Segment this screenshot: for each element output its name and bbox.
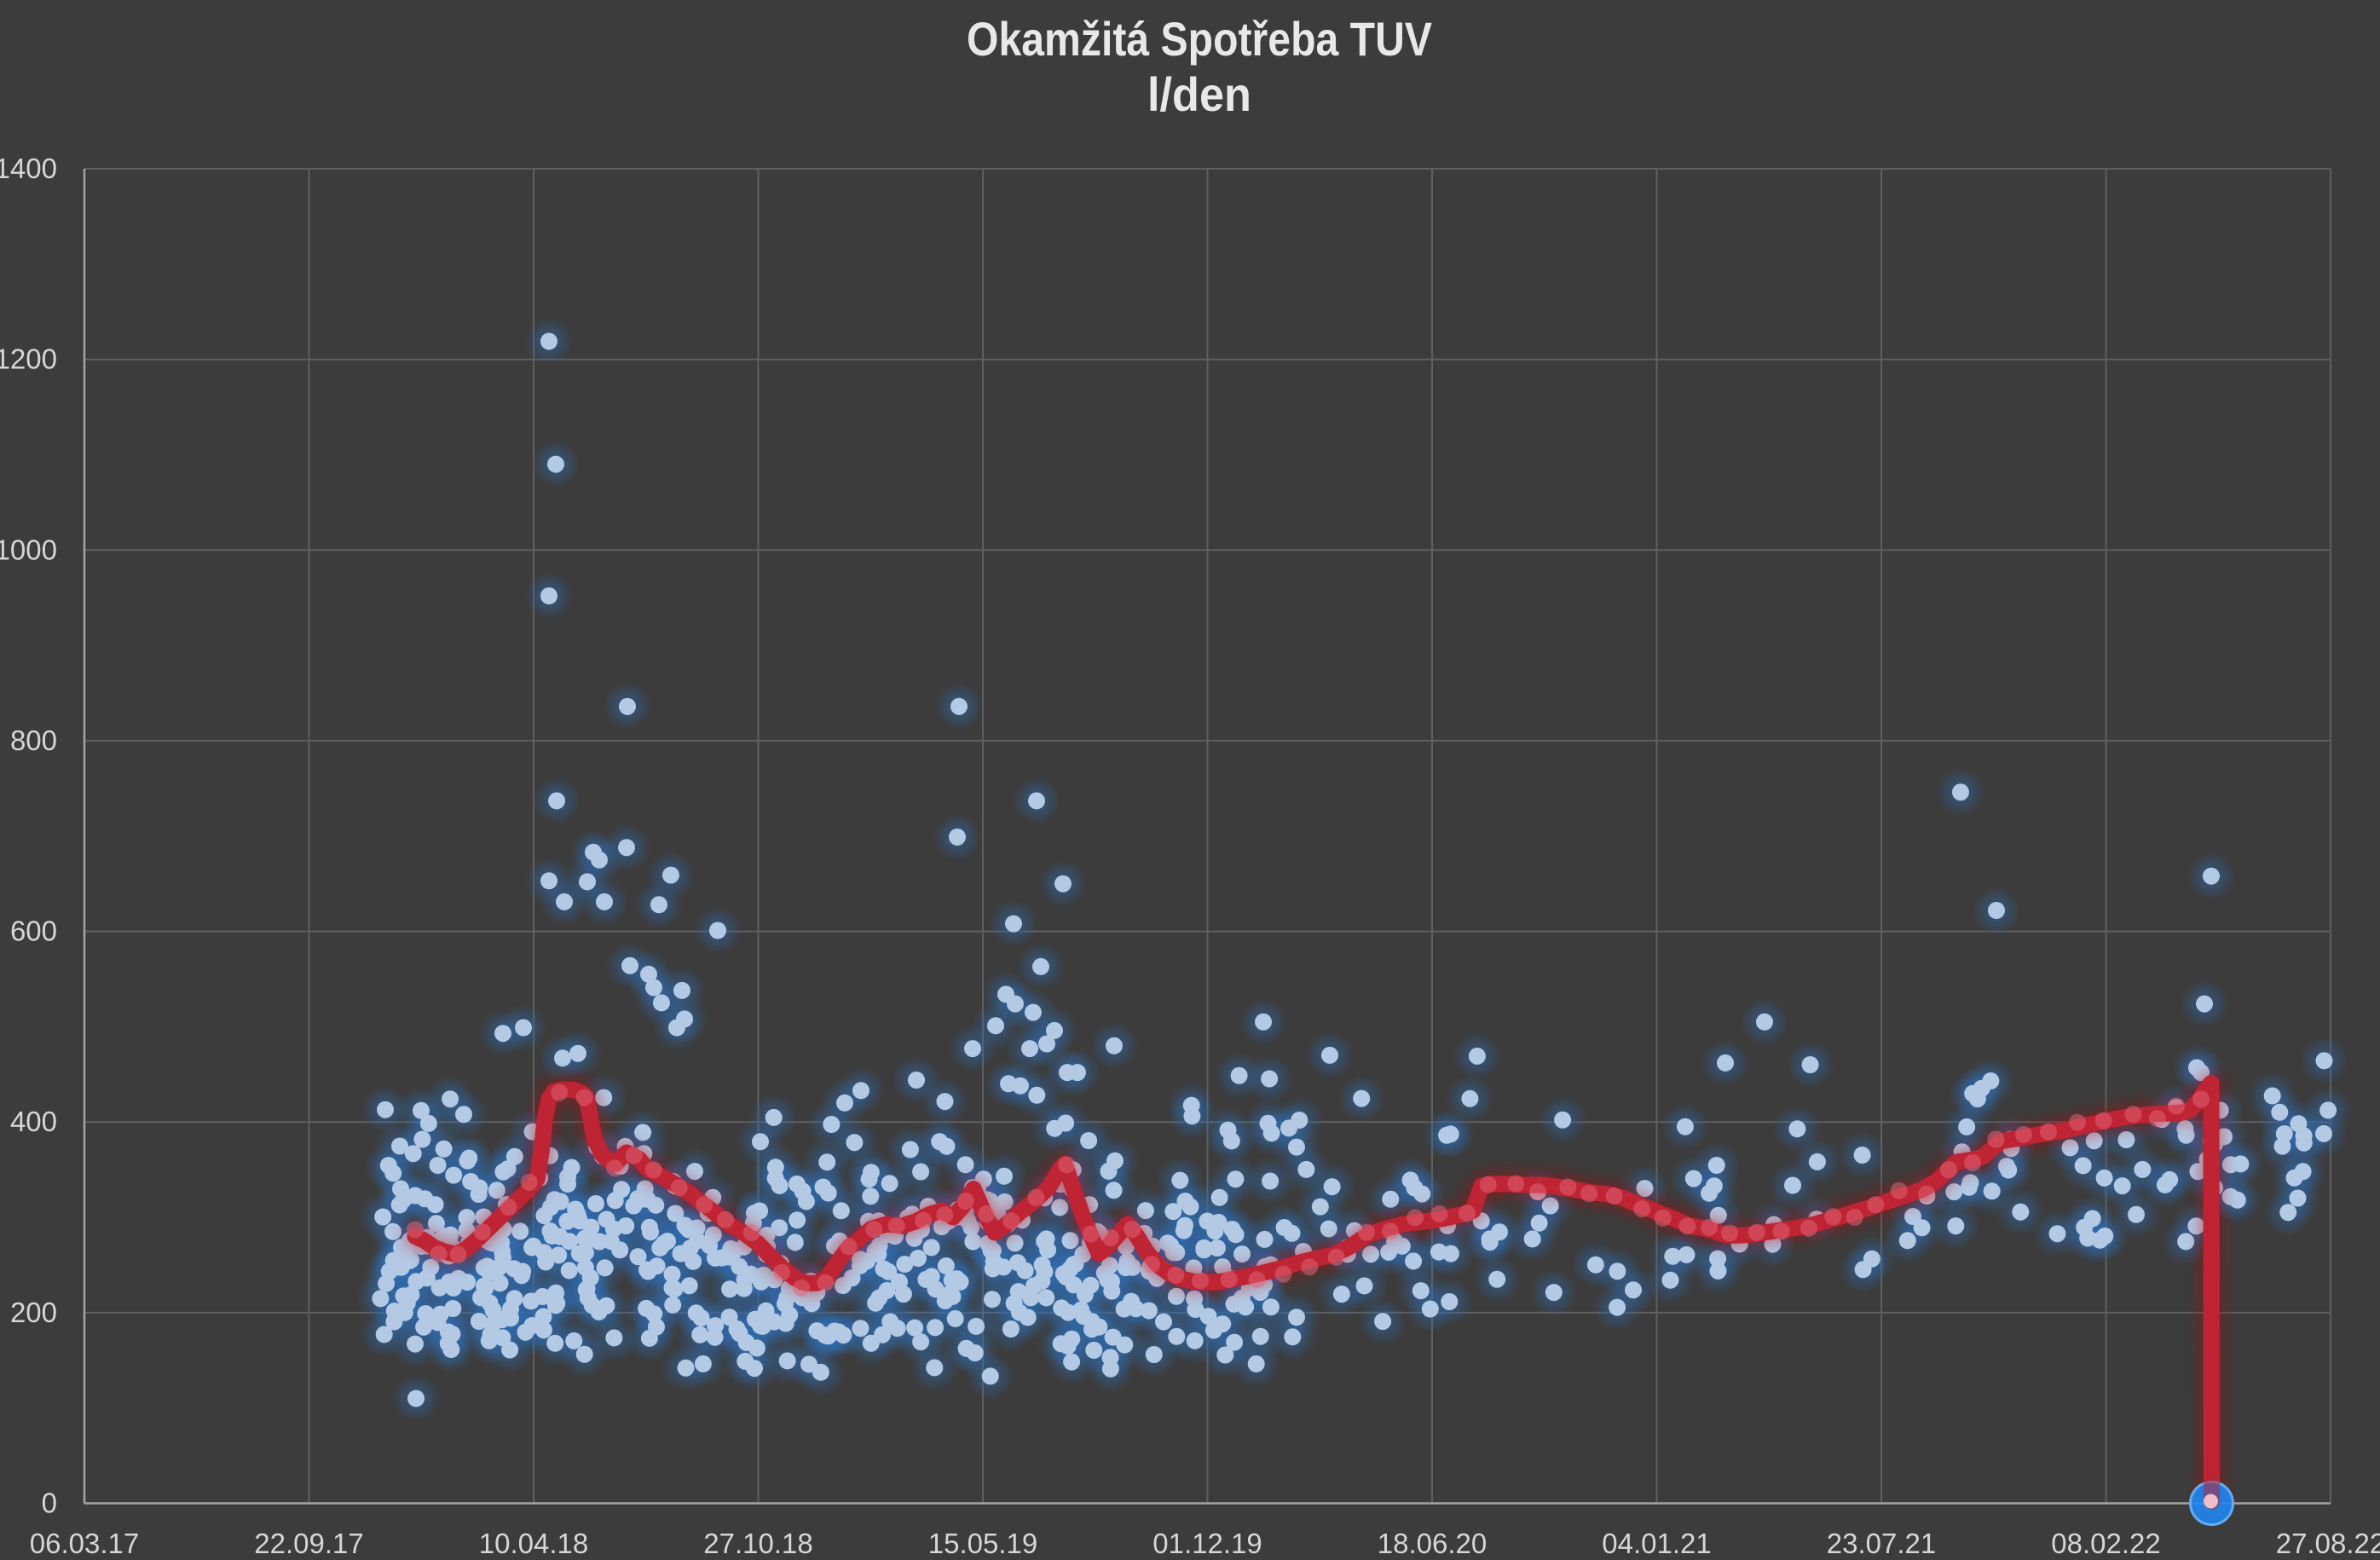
svg-text:06.03.17: 06.03.17 <box>30 1528 139 1559</box>
svg-text:l/den: l/den <box>1147 67 1251 121</box>
svg-text:Okamžitá Spotřeba TUV: Okamžitá Spotřeba TUV <box>967 12 1432 66</box>
svg-text:800: 800 <box>10 725 57 756</box>
svg-text:27.08.22: 27.08.22 <box>2276 1528 2380 1559</box>
svg-text:18.06.20: 18.06.20 <box>1378 1528 1487 1559</box>
svg-text:04.01.21: 04.01.21 <box>1602 1528 1711 1559</box>
svg-text:27.10.18: 27.10.18 <box>703 1528 812 1559</box>
svg-text:1400: 1400 <box>0 153 57 184</box>
svg-text:1200: 1200 <box>0 344 57 375</box>
svg-text:22.09.17: 22.09.17 <box>254 1528 363 1559</box>
svg-text:0: 0 <box>42 1488 57 1519</box>
svg-text:10.04.18: 10.04.18 <box>479 1528 588 1559</box>
svg-text:08.02.22: 08.02.22 <box>2051 1528 2160 1559</box>
svg-text:1000: 1000 <box>0 534 57 565</box>
svg-text:01.12.19: 01.12.19 <box>1152 1528 1262 1559</box>
svg-text:23.07.21: 23.07.21 <box>1827 1528 1936 1559</box>
svg-text:600: 600 <box>10 916 57 947</box>
svg-text:200: 200 <box>10 1297 57 1328</box>
svg-text:15.05.19: 15.05.19 <box>928 1528 1037 1559</box>
svg-text:400: 400 <box>10 1106 57 1137</box>
